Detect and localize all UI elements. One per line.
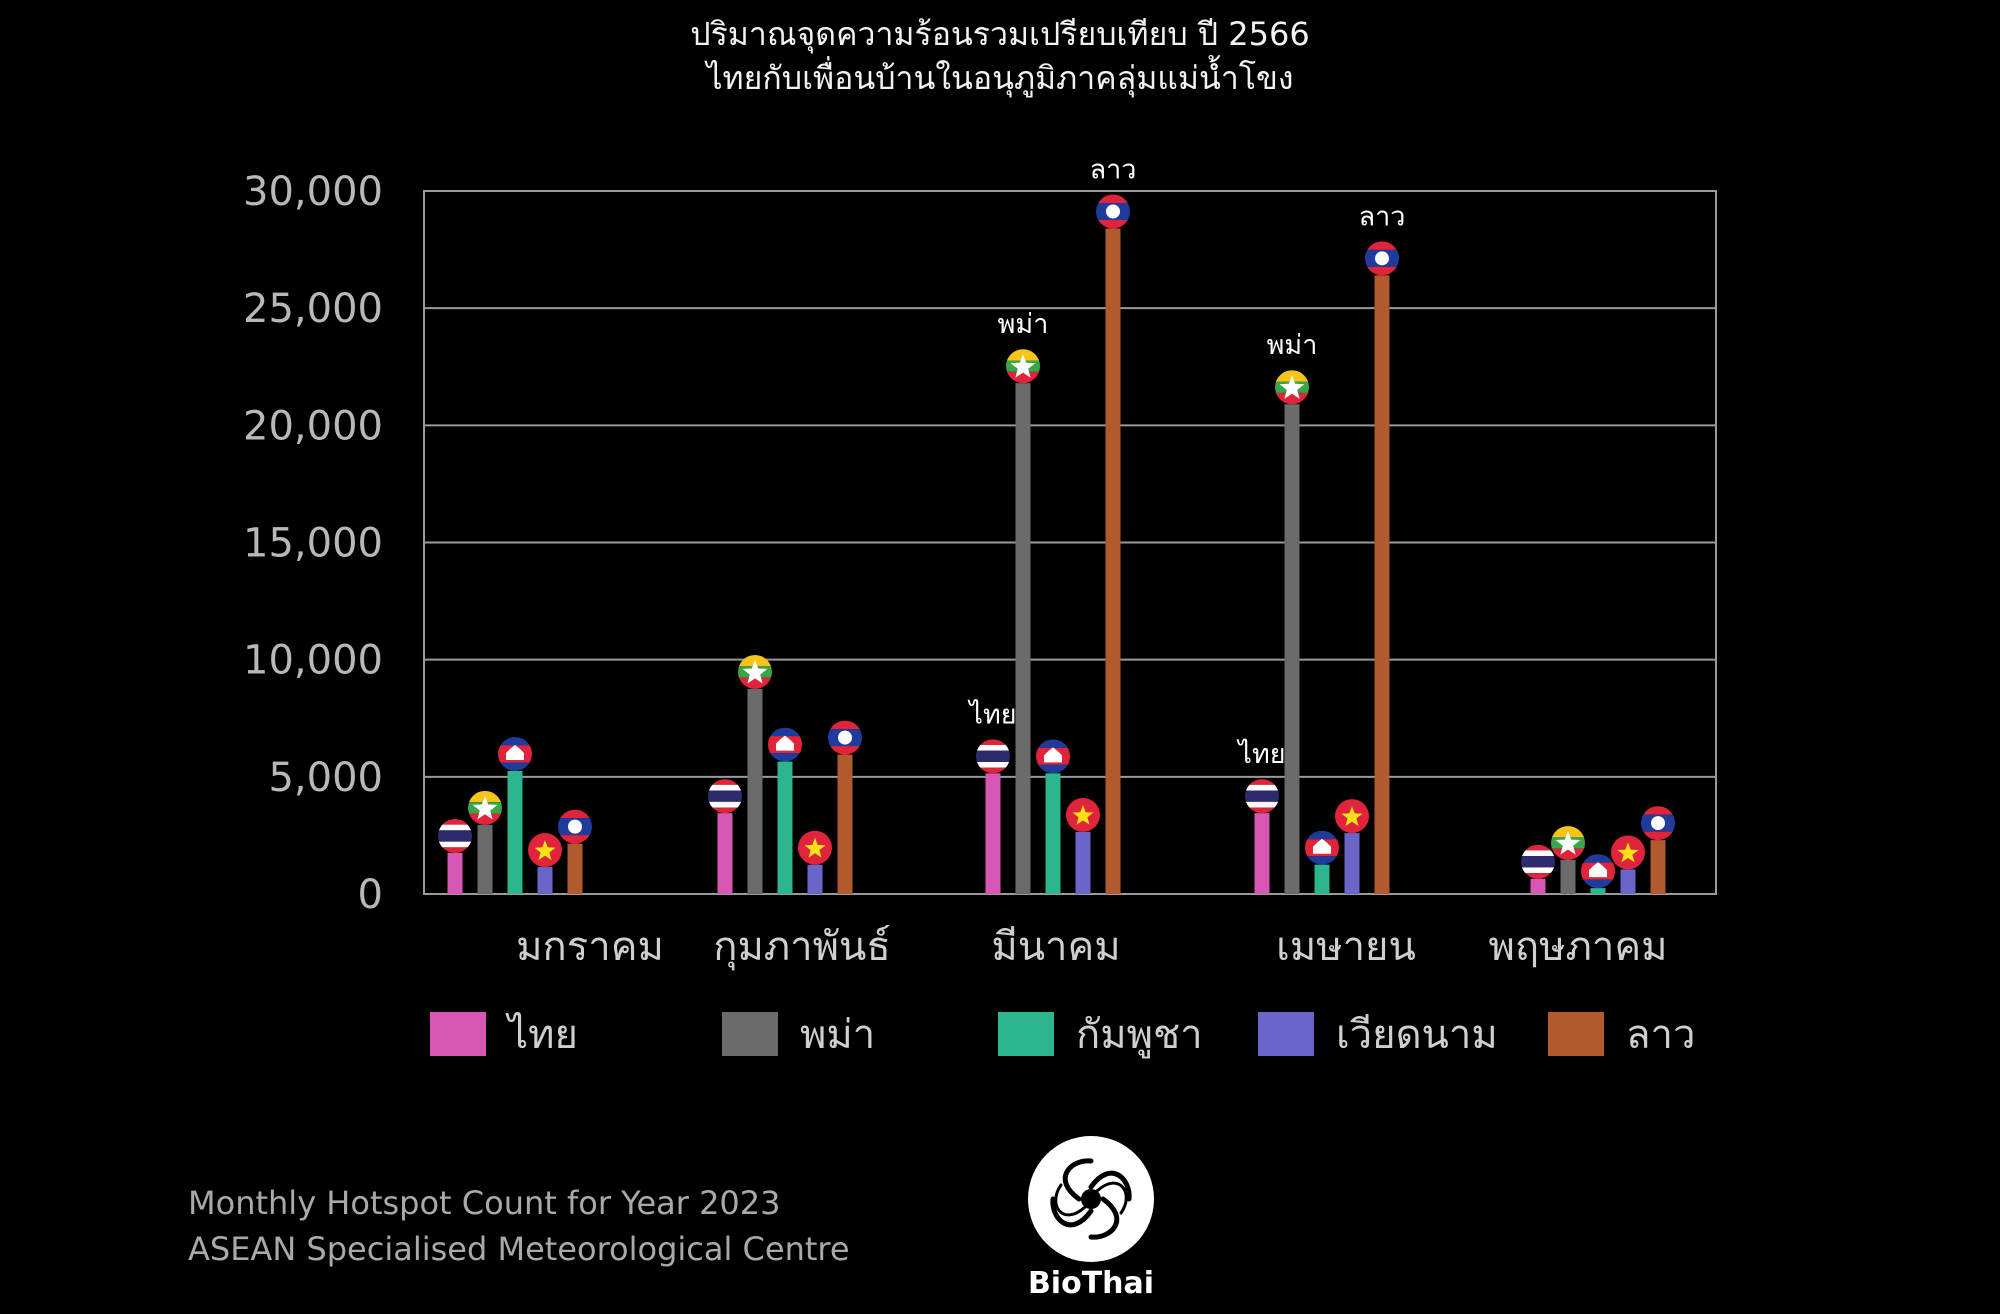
bar-annotation: ลาว	[1359, 201, 1406, 232]
y-tick-label: 0	[358, 872, 383, 918]
bar	[567, 843, 583, 894]
vietnam-flag-icon	[1066, 797, 1100, 832]
legend-swatch-myanmar	[722, 1012, 778, 1056]
legend-item-myanmar: พม่า	[722, 1002, 875, 1066]
cambodia-flag-icon	[1305, 830, 1339, 865]
legend-label-vietnam: เวียดนาม	[1336, 1012, 1498, 1058]
bar	[1650, 840, 1666, 894]
laos-flag-icon	[558, 809, 592, 844]
myanmar-flag-icon	[738, 654, 772, 689]
bar-annotation: ไทย	[967, 699, 1016, 730]
bar-annotation: พม่า	[1267, 330, 1318, 361]
legend-swatch-laos	[1548, 1012, 1604, 1056]
vietnam-flag-icon	[798, 830, 832, 865]
x-category-label: เมษายน	[1276, 924, 1416, 970]
bar	[837, 754, 853, 894]
x-category-label: มีนาคม	[991, 924, 1120, 970]
thailand-flag-icon	[1245, 779, 1279, 814]
bar	[807, 864, 823, 894]
cambodia-flag-icon	[498, 736, 532, 771]
bar	[777, 761, 793, 894]
cambodia-flag-icon	[1036, 739, 1070, 774]
bar	[1105, 228, 1121, 894]
laos-flag-icon	[828, 720, 862, 755]
logo-swirl-icon	[1028, 1136, 1154, 1262]
vietnam-flag-icon	[528, 833, 562, 868]
bar	[1015, 383, 1031, 894]
bar	[1254, 813, 1270, 894]
vietnam-flag-icon	[1335, 799, 1369, 834]
legend-item-vietnam: เวียดนาม	[1258, 1002, 1498, 1066]
legend-label-laos: ลาว	[1626, 1012, 1696, 1058]
legend-label-cambodia: กัมพูชา	[1076, 1012, 1203, 1058]
bar-annotation: ไทย	[1236, 739, 1285, 770]
thailand-flag-icon	[708, 779, 742, 814]
myanmar-flag-icon	[468, 790, 502, 825]
myanmar-flag-icon	[1551, 826, 1585, 861]
bar	[537, 867, 553, 894]
legend-swatch-cambodia	[998, 1012, 1054, 1056]
myanmar-flag-icon	[1006, 349, 1040, 384]
bar	[507, 770, 523, 894]
plot-frame	[423, 190, 1717, 895]
logo-text: BioThai	[1027, 1266, 1155, 1301]
x-category-label: กุมภาพันธ์	[713, 924, 891, 971]
bar-chart: 0 5,000 10,000 15,000 20,000 25,000 30,000 ลาวพ…	[243, 154, 1717, 971]
bar	[1344, 833, 1360, 894]
y-tick-label: 30,000	[243, 169, 383, 215]
bar	[1314, 864, 1330, 894]
x-category-label: มกราคม	[516, 924, 664, 970]
bar	[1045, 773, 1061, 894]
chart-title: ปริมาณจุดความร้อนรวมเปรียบเทียบ ปี 2566	[690, 15, 1310, 53]
bar	[477, 824, 493, 894]
laos-flag-icon	[1365, 241, 1399, 276]
vietnam-flag-icon	[1611, 835, 1645, 870]
bar	[747, 688, 763, 894]
bar	[1560, 860, 1576, 894]
myanmar-flag-icon	[1275, 370, 1309, 405]
legend-swatch-vietnam	[1258, 1012, 1314, 1056]
bar	[447, 852, 463, 894]
legend-item-thailand: ไทย	[430, 1002, 578, 1066]
y-tick-label: 15,000	[243, 521, 383, 567]
y-tick-label: 10,000	[243, 638, 383, 684]
legend-label-myanmar: พม่า	[800, 1012, 876, 1058]
chart-title-block: ปริมาณจุดความร้อนรวมเปรียบเทียบ ปี 2566 …	[0, 12, 2000, 100]
bar	[1530, 878, 1546, 894]
source-note: Monthly Hotspot Count for Year 2023 ASEA…	[188, 1180, 850, 1272]
bar	[1284, 404, 1300, 894]
cambodia-flag-icon	[768, 727, 802, 762]
legend-swatch-thailand	[430, 1012, 486, 1056]
bar	[1620, 869, 1636, 894]
x-category-label: พฤษภาคม	[1489, 924, 1668, 970]
source-line-1: Monthly Hotspot Count for Year 2023	[188, 1184, 781, 1222]
chart-subtitle: ไทยกับเพื่อนบ้านในอนุภูมิภาคลุ่มแม่น้ำโข…	[706, 59, 1294, 97]
legend-label-thailand: ไทย	[508, 1012, 578, 1058]
bar	[1590, 888, 1606, 894]
bar	[985, 773, 1001, 894]
laos-flag-icon	[1096, 194, 1130, 229]
thailand-flag-icon	[438, 818, 472, 853]
bar-annotation: ลาว	[1090, 154, 1137, 185]
legend-item-laos: ลาว	[1548, 1002, 1695, 1066]
source-line-2: ASEAN Specialised Meteorological Centre	[188, 1230, 850, 1268]
bar	[1374, 275, 1390, 894]
bar-annotation: พม่า	[998, 309, 1049, 340]
y-tick-label: 20,000	[243, 403, 383, 449]
thailand-flag-icon	[1521, 844, 1555, 879]
laos-flag-icon	[1641, 806, 1675, 841]
legend-item-cambodia: กัมพูชา	[998, 1002, 1203, 1066]
thailand-flag-icon	[976, 739, 1010, 774]
y-tick-label: 25,000	[243, 286, 383, 332]
biothai-logo: BioThai	[1026, 1136, 1156, 1301]
bar	[1075, 831, 1091, 894]
bar	[717, 813, 733, 894]
cambodia-flag-icon	[1581, 854, 1615, 889]
y-tick-label: 5,000	[268, 755, 383, 801]
